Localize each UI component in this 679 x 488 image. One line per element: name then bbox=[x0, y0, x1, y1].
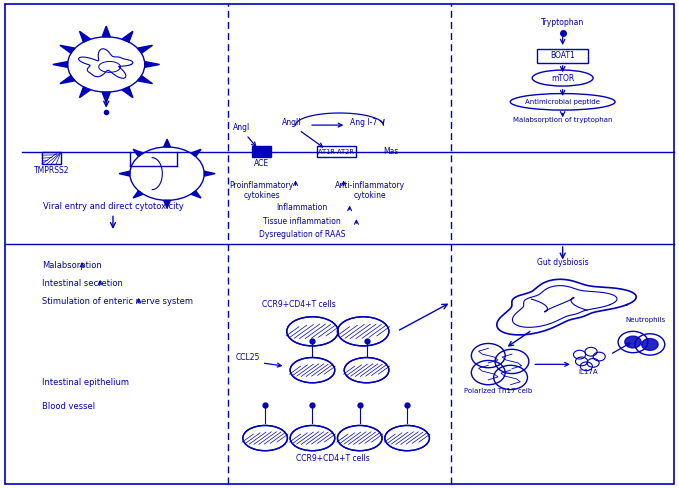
Polygon shape bbox=[102, 26, 110, 37]
Text: CCL25: CCL25 bbox=[236, 353, 261, 363]
Text: Polarized Th17 celb: Polarized Th17 celb bbox=[464, 388, 532, 394]
Text: Inflammation: Inflammation bbox=[276, 203, 328, 212]
Text: Intestinal secretion: Intestinal secretion bbox=[42, 279, 123, 288]
Polygon shape bbox=[79, 31, 90, 42]
Polygon shape bbox=[191, 191, 201, 198]
Text: Malabsorption of tryptophan: Malabsorption of tryptophan bbox=[513, 117, 612, 122]
Text: Proinflammatory
cytokines: Proinflammatory cytokines bbox=[230, 181, 294, 200]
Text: Blood vessel: Blood vessel bbox=[42, 402, 95, 411]
Text: Mas: Mas bbox=[384, 147, 399, 156]
Text: ACE: ACE bbox=[254, 159, 270, 168]
Polygon shape bbox=[204, 171, 215, 176]
Text: mTOR: mTOR bbox=[551, 74, 574, 82]
Bar bbox=[316, 146, 356, 157]
Text: Viral entry and direct cytotoxicity: Viral entry and direct cytotoxicity bbox=[43, 202, 183, 211]
Polygon shape bbox=[138, 76, 153, 83]
Text: Antimicrobial peptide: Antimicrobial peptide bbox=[526, 99, 600, 105]
Polygon shape bbox=[53, 61, 68, 67]
Text: Ang I-7: Ang I-7 bbox=[350, 118, 377, 127]
Polygon shape bbox=[119, 171, 130, 176]
Bar bbox=[253, 146, 271, 157]
Text: AT1R AT2R: AT1R AT2R bbox=[318, 149, 354, 155]
Bar bbox=[42, 152, 61, 164]
Polygon shape bbox=[79, 87, 90, 98]
Text: AngI: AngI bbox=[233, 123, 250, 132]
Polygon shape bbox=[642, 339, 658, 350]
Polygon shape bbox=[164, 139, 170, 147]
Text: IL17A: IL17A bbox=[579, 369, 598, 375]
Polygon shape bbox=[122, 31, 133, 42]
Text: Dysregulation of RAAS: Dysregulation of RAAS bbox=[259, 230, 346, 239]
Polygon shape bbox=[145, 61, 160, 67]
Bar bbox=[537, 49, 588, 62]
Polygon shape bbox=[60, 76, 75, 83]
Text: Neutrophils: Neutrophils bbox=[625, 317, 665, 323]
Polygon shape bbox=[133, 149, 143, 157]
Polygon shape bbox=[191, 149, 201, 157]
Text: CCR9+CD4+T cells: CCR9+CD4+T cells bbox=[262, 300, 336, 309]
Polygon shape bbox=[102, 92, 110, 103]
Polygon shape bbox=[138, 45, 153, 53]
Polygon shape bbox=[625, 336, 641, 348]
Polygon shape bbox=[164, 201, 170, 208]
Text: Tissue inflammation: Tissue inflammation bbox=[263, 217, 341, 225]
Text: Gut dysbiosis: Gut dysbiosis bbox=[537, 258, 589, 267]
Text: Malabsorption: Malabsorption bbox=[42, 262, 102, 270]
Polygon shape bbox=[60, 45, 75, 53]
Text: Anti-inflammatory
cytokine: Anti-inflammatory cytokine bbox=[335, 181, 405, 200]
Text: BOAT1: BOAT1 bbox=[550, 51, 575, 60]
Text: AngII: AngII bbox=[282, 118, 302, 127]
Polygon shape bbox=[133, 191, 143, 198]
Text: Intestinal epithelium: Intestinal epithelium bbox=[42, 378, 129, 386]
Text: Stimulation of enteric nerve system: Stimulation of enteric nerve system bbox=[42, 297, 193, 306]
Polygon shape bbox=[122, 87, 133, 98]
Text: CCR9+CD4+T cells: CCR9+CD4+T cells bbox=[296, 454, 369, 464]
Text: Tryptophan: Tryptophan bbox=[541, 18, 584, 27]
Text: TMPRSS2: TMPRSS2 bbox=[34, 165, 69, 175]
